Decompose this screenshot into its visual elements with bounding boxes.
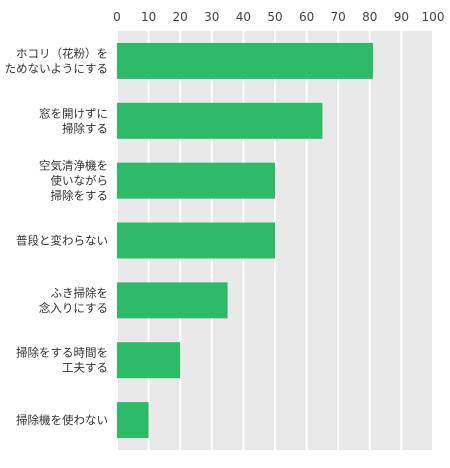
bars — [117, 42, 373, 439]
category-label-line: ためないようにする — [5, 61, 108, 75]
category-label: 掃除をする時間を工夫する — [16, 346, 108, 375]
bar — [117, 402, 149, 439]
category-label: 掃除機を使わない — [16, 413, 108, 427]
x-tick-label: 0 — [113, 10, 121, 24]
x-tick-label: 70 — [331, 10, 346, 24]
category-label-line: ホコリ（花粉）を — [16, 46, 108, 60]
category-label-line: 掃除する — [62, 121, 108, 135]
category-label-line: ふき掃除を — [51, 286, 109, 300]
x-tick-label: 20 — [173, 10, 188, 24]
x-tick-label: 100 — [422, 10, 445, 24]
x-tick-label: 90 — [394, 10, 409, 24]
category-label: 窓を開けずに掃除する — [39, 106, 108, 135]
category-label-line: 使いながら — [51, 174, 109, 188]
x-tick-label: 80 — [362, 10, 377, 24]
category-label-line: 掃除をする時間を — [16, 346, 108, 360]
category-label: 空気清浄機を使いながら掃除をする — [39, 159, 108, 203]
x-tick-label: 30 — [204, 10, 219, 24]
category-label-line: 念入りにする — [39, 301, 108, 315]
x-tick-label: 40 — [236, 10, 251, 24]
bar — [117, 342, 181, 379]
bar — [117, 222, 275, 259]
category-labels: ホコリ（花粉）をためないようにする窓を開けずに掃除する空気清浄機を使いながら掃除… — [5, 46, 108, 427]
category-label-line: 掃除機を使わない — [16, 413, 108, 427]
category-label-line: 普段と変わらない — [16, 234, 108, 248]
category-label: ふき掃除を念入りにする — [39, 286, 108, 315]
bar — [117, 102, 323, 139]
category-label-line: 窓を開けずに — [39, 106, 108, 120]
category-label-line: 工夫する — [62, 361, 108, 375]
x-tick-label: 60 — [299, 10, 314, 24]
x-tick-label: 50 — [267, 10, 282, 24]
category-label-line: 掃除をする — [51, 189, 109, 203]
x-tick-label: 10 — [141, 10, 156, 24]
bar — [117, 282, 228, 319]
category-label-line: 空気清浄機を — [39, 159, 108, 173]
category-label: ホコリ（花粉）をためないようにする — [5, 46, 108, 75]
category-label: 普段と変わらない — [16, 234, 108, 248]
bar — [117, 162, 275, 199]
x-axis-ticks: 0 10 20 30 40 50 60 70 80 90 100 — [113, 10, 444, 24]
bar — [117, 42, 373, 79]
